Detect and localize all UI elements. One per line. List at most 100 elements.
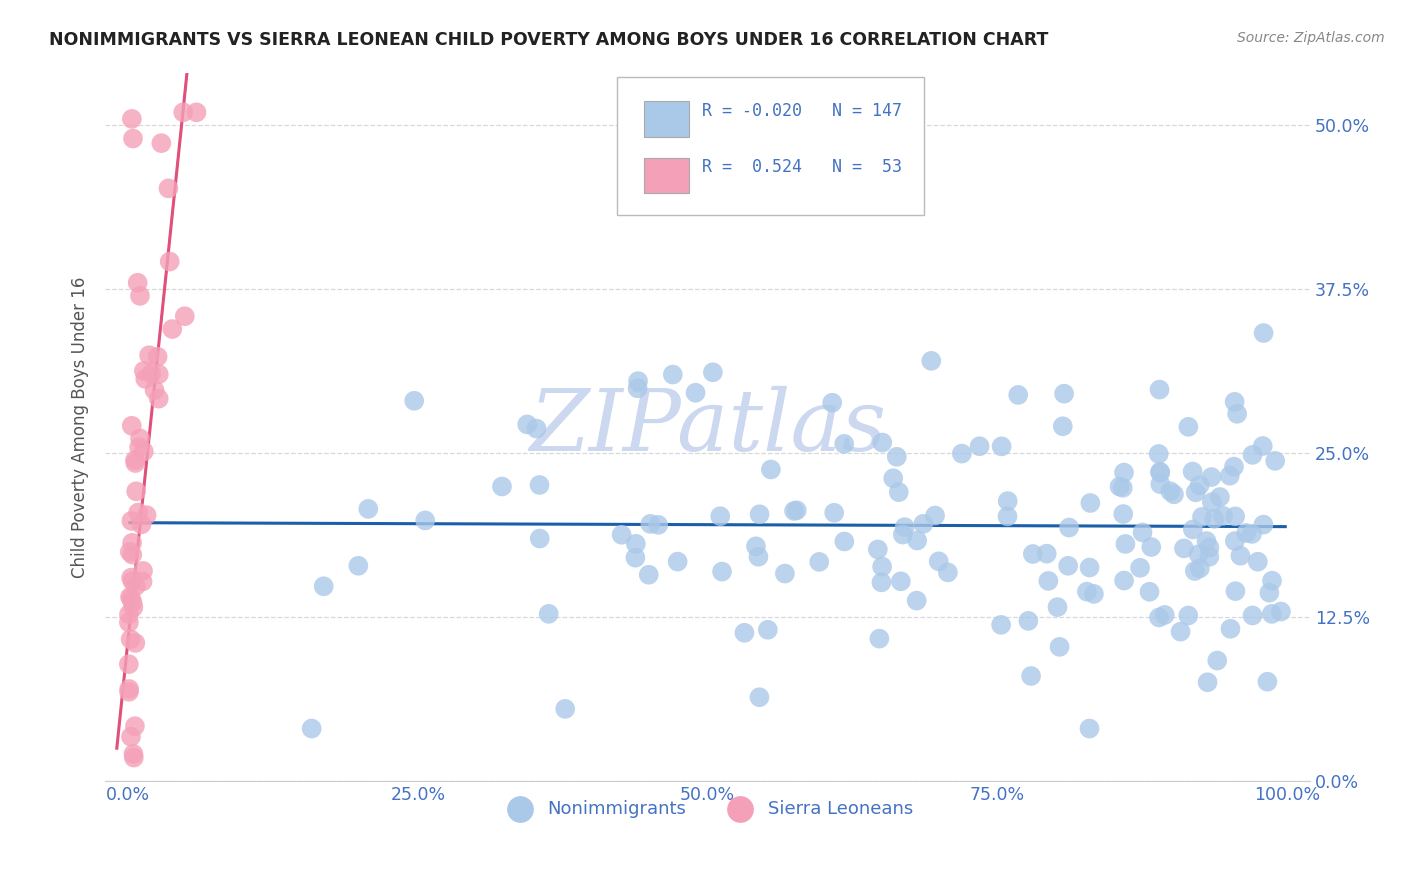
- Point: [1108, 479, 1130, 493]
- Point: [1083, 587, 1105, 601]
- Point: [950, 447, 973, 461]
- Point: [1112, 574, 1135, 588]
- Point: [1163, 487, 1185, 501]
- Point: [125, 579, 148, 593]
- Point: [173, 310, 195, 324]
- Point: [1139, 584, 1161, 599]
- Point: [1261, 574, 1284, 588]
- Point: [1198, 549, 1220, 564]
- Point: [1149, 383, 1171, 397]
- Point: [624, 550, 647, 565]
- Point: [148, 392, 170, 406]
- Point: [157, 181, 180, 195]
- Point: [1181, 523, 1204, 537]
- Point: [138, 348, 160, 362]
- Point: [624, 537, 647, 551]
- Point: [773, 566, 796, 581]
- Point: [129, 289, 152, 303]
- Point: [685, 385, 707, 400]
- Point: [1197, 675, 1219, 690]
- Point: [146, 350, 169, 364]
- Point: [1078, 560, 1101, 574]
- Point: [1195, 534, 1218, 549]
- Point: [870, 559, 893, 574]
- Point: [124, 636, 146, 650]
- Point: [1223, 459, 1246, 474]
- Point: [1076, 584, 1098, 599]
- Point: [640, 516, 662, 531]
- Point: [1147, 447, 1170, 461]
- Point: [1129, 561, 1152, 575]
- Point: [823, 506, 845, 520]
- Point: [1191, 509, 1213, 524]
- Point: [666, 555, 689, 569]
- Point: [120, 730, 142, 744]
- Point: [122, 131, 145, 145]
- Point: [637, 567, 659, 582]
- Point: [1149, 465, 1171, 479]
- Point: [301, 722, 323, 736]
- Point: [162, 322, 184, 336]
- Text: R = -0.020   N = 147: R = -0.020 N = 147: [702, 102, 901, 120]
- Point: [882, 471, 904, 485]
- Point: [748, 690, 770, 705]
- Point: [124, 719, 146, 733]
- Point: [733, 625, 755, 640]
- Point: [347, 558, 370, 573]
- Point: [1253, 326, 1275, 340]
- Point: [1188, 561, 1211, 575]
- Point: [1022, 547, 1045, 561]
- Point: [1177, 608, 1199, 623]
- Point: [1212, 508, 1234, 523]
- Point: [1240, 527, 1263, 541]
- Point: [121, 112, 143, 126]
- Point: [711, 565, 734, 579]
- Point: [121, 418, 143, 433]
- Point: [647, 517, 669, 532]
- Point: [1201, 470, 1223, 484]
- Point: [786, 503, 808, 517]
- Point: [118, 657, 141, 672]
- Point: [121, 596, 143, 610]
- Point: [868, 632, 890, 646]
- Point: [890, 574, 912, 589]
- Point: [870, 435, 893, 450]
- Point: [537, 607, 560, 621]
- Point: [1078, 722, 1101, 736]
- Point: [526, 421, 548, 435]
- Point: [1219, 468, 1241, 483]
- Point: [131, 574, 153, 589]
- Point: [1019, 669, 1042, 683]
- Point: [1256, 674, 1278, 689]
- Point: [141, 367, 163, 381]
- Point: [1046, 600, 1069, 615]
- Point: [1223, 394, 1246, 409]
- Point: [1225, 584, 1247, 599]
- Point: [120, 591, 142, 606]
- Point: [1229, 549, 1251, 563]
- Point: [121, 536, 143, 550]
- Point: [1053, 386, 1076, 401]
- Point: [1251, 439, 1274, 453]
- Point: [1149, 466, 1171, 480]
- Text: R =  0.524   N =  53: R = 0.524 N = 53: [702, 158, 901, 176]
- Point: [886, 450, 908, 464]
- Point: [990, 618, 1012, 632]
- Point: [135, 508, 157, 523]
- Point: [747, 549, 769, 564]
- Point: [832, 437, 855, 451]
- Point: [1188, 478, 1211, 492]
- Point: [413, 513, 436, 527]
- Point: [122, 747, 145, 761]
- Point: [610, 528, 633, 542]
- Point: [1234, 525, 1257, 540]
- Point: [132, 444, 155, 458]
- Point: [1112, 481, 1135, 495]
- Point: [1209, 490, 1232, 504]
- Point: [118, 685, 141, 699]
- Point: [128, 440, 150, 454]
- FancyBboxPatch shape: [644, 102, 689, 136]
- Point: [905, 593, 928, 607]
- Point: [404, 393, 426, 408]
- Point: [172, 105, 194, 120]
